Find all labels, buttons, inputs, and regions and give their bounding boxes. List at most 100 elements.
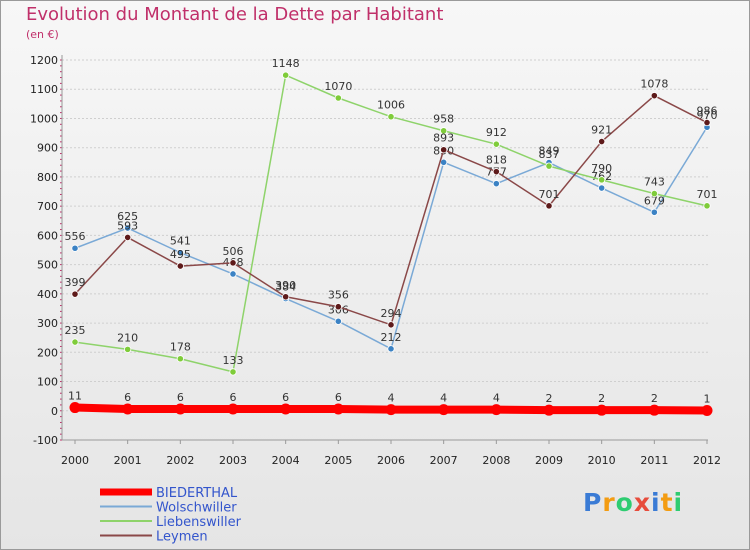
data-point bbox=[387, 321, 395, 329]
data-label: 6 bbox=[230, 391, 237, 404]
data-point bbox=[543, 404, 555, 416]
data-label: 679 bbox=[644, 194, 665, 207]
data-point bbox=[229, 259, 237, 267]
x-tick-label: 2007 bbox=[430, 454, 458, 467]
y-tick-label: 0 bbox=[51, 405, 58, 418]
data-label: 4 bbox=[440, 392, 447, 405]
y-tick-label: -100 bbox=[33, 434, 58, 447]
data-point bbox=[598, 137, 606, 146]
data-label: 541 bbox=[170, 235, 191, 248]
data-label: 912 bbox=[486, 126, 507, 139]
data-label: 921 bbox=[591, 124, 612, 137]
y-tick-label: 800 bbox=[37, 171, 58, 184]
data-point bbox=[229, 368, 237, 376]
y-tick-label: 200 bbox=[37, 346, 58, 359]
data-label: 6 bbox=[124, 391, 131, 404]
data-label: 1070 bbox=[324, 80, 352, 93]
data-label: 743 bbox=[644, 176, 665, 189]
x-tick-label: 2004 bbox=[272, 454, 300, 467]
data-label: 970 bbox=[697, 109, 718, 122]
y-tick-label: 700 bbox=[37, 200, 58, 213]
data-label: 593 bbox=[117, 219, 138, 232]
y-tick-label: 1200 bbox=[30, 54, 58, 67]
legend-label: Wolschwiller bbox=[156, 501, 237, 516]
data-point bbox=[334, 303, 342, 311]
data-point bbox=[701, 404, 713, 416]
data-label: 790 bbox=[591, 162, 612, 175]
data-label: 701 bbox=[539, 188, 560, 201]
data-point bbox=[229, 270, 237, 278]
chart-title: Evolution du Montant de la Dette par Hab… bbox=[26, 4, 444, 25]
y-tick-label: 1000 bbox=[30, 112, 58, 125]
data-point bbox=[598, 184, 606, 192]
y-tick-label: 500 bbox=[37, 259, 58, 272]
data-point bbox=[122, 403, 134, 415]
y-tick-label: 900 bbox=[37, 142, 58, 155]
legend-label: Liebenswiller bbox=[156, 515, 242, 530]
data-point bbox=[124, 224, 132, 232]
data-point bbox=[124, 233, 132, 242]
data-label: 506 bbox=[223, 245, 244, 258]
data-label: 2 bbox=[651, 392, 658, 405]
data-label: 1006 bbox=[377, 99, 405, 112]
data-point bbox=[387, 345, 395, 353]
data-point bbox=[703, 202, 711, 210]
y-tick-label: 400 bbox=[37, 288, 58, 301]
data-label: 356 bbox=[328, 289, 349, 302]
data-point bbox=[280, 403, 292, 415]
data-label: 818 bbox=[486, 154, 507, 167]
logo-letter: r bbox=[602, 488, 616, 517]
data-point bbox=[492, 168, 500, 176]
data-point bbox=[490, 404, 502, 416]
data-label: 235 bbox=[65, 324, 86, 337]
x-tick-label: 2011 bbox=[640, 454, 668, 467]
data-point bbox=[598, 176, 606, 184]
data-point bbox=[71, 290, 79, 298]
logo-letter: x bbox=[633, 488, 651, 517]
data-point bbox=[650, 189, 658, 198]
series-line bbox=[74, 94, 708, 326]
data-label: 399 bbox=[65, 276, 86, 289]
data-label: 6 bbox=[335, 391, 342, 404]
data-point bbox=[703, 118, 711, 127]
data-label: 6 bbox=[282, 391, 289, 404]
x-tick-label: 2005 bbox=[324, 454, 352, 467]
data-label: 625 bbox=[117, 210, 138, 223]
data-point bbox=[227, 403, 239, 415]
data-point bbox=[71, 338, 79, 346]
data-point bbox=[648, 404, 660, 416]
logo-letter: P bbox=[583, 488, 603, 517]
data-point bbox=[596, 404, 608, 416]
data-point bbox=[545, 162, 553, 170]
data-point bbox=[69, 402, 81, 414]
legend-label: Leymen bbox=[156, 530, 208, 545]
data-point bbox=[438, 404, 450, 416]
data-label: 849 bbox=[539, 145, 560, 158]
data-label: 1 bbox=[704, 392, 711, 405]
data-label: 958 bbox=[433, 113, 454, 126]
legend-label: BIEDERTHAL bbox=[156, 486, 238, 501]
y-tick-label: 100 bbox=[37, 376, 58, 389]
data-label: 6 bbox=[177, 391, 184, 404]
x-tick-label: 2009 bbox=[535, 454, 563, 467]
data-label: 893 bbox=[433, 132, 454, 145]
data-label: 1148 bbox=[272, 57, 300, 70]
data-label: 294 bbox=[381, 307, 402, 320]
data-label: 556 bbox=[65, 230, 86, 243]
logo-letter: t bbox=[660, 488, 674, 517]
data-point bbox=[71, 244, 79, 252]
data-label: 1078 bbox=[640, 78, 668, 91]
data-point bbox=[385, 404, 397, 416]
y-tick-label: 300 bbox=[37, 317, 58, 330]
proxiti-logo: Proxiti bbox=[583, 488, 683, 517]
data-label: 701 bbox=[697, 188, 718, 201]
data-label: 837 bbox=[539, 148, 560, 161]
data-point bbox=[176, 355, 184, 363]
data-label: 210 bbox=[117, 331, 138, 344]
data-point bbox=[440, 146, 448, 154]
data-point bbox=[440, 158, 448, 166]
data-label: 4 bbox=[388, 392, 395, 405]
data-label: 384 bbox=[275, 281, 296, 294]
